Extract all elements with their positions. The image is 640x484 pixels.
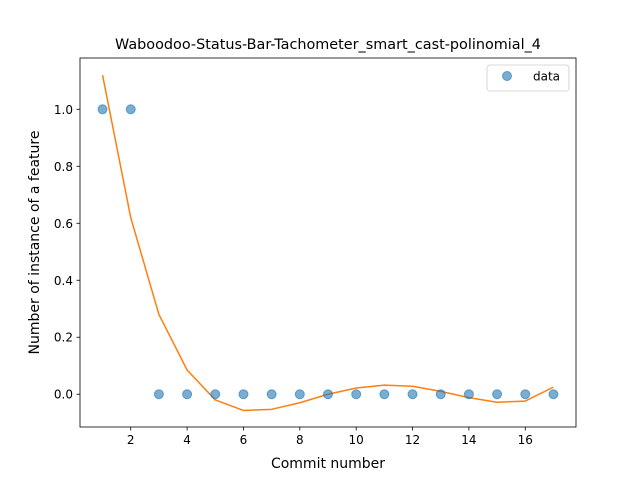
data-point [435,389,446,400]
y-tick-label: 0.6 [54,217,73,231]
data-points-layer [97,104,559,400]
data-point [379,389,390,400]
y-tick-label: 0.0 [54,388,73,402]
y-tick-label: 0.4 [54,274,73,288]
data-point [182,389,193,400]
data-point [492,389,503,400]
y-axis-label: Number of instance of a feature [27,131,43,355]
data-point [294,389,305,400]
x-tick-label: 8 [296,433,304,447]
legend-data-label: data [533,70,560,84]
y-tick-label: 0.2 [54,331,73,345]
legend-data-marker [502,71,512,81]
plot-area [80,58,576,427]
data-point [238,389,249,400]
data-point [351,389,362,400]
data-point [323,389,333,400]
y-tick-label: 1.0 [54,103,73,117]
x-tick-label: 16 [518,433,533,447]
data-point [210,389,221,400]
data-point [125,104,136,115]
data-point [548,389,559,400]
data-point [520,389,531,400]
data-point [97,104,108,115]
x-tick-label: 6 [240,433,248,447]
y-axis-ticks: 0.0 0.2 0.4 0.6 0.8 1.0 [54,103,80,402]
x-tick-label: 12 [405,433,420,447]
axes-frame [79,57,577,428]
x-axis-ticks: 2 4 6 8 10 12 14 16 [127,427,533,447]
y-tick-label: 0.8 [54,160,73,174]
x-tick-label: 10 [349,433,364,447]
data-point [463,389,474,400]
data-point [266,389,277,400]
x-tick-label: 2 [127,433,135,447]
legend: data [486,64,570,92]
x-tick-label: 14 [461,433,476,447]
x-axis-label: Commit number [271,456,385,472]
chart-title: Waboodoo-Status-Bar-Tachometer_smart_cas… [115,37,541,53]
x-tick-label: 4 [183,433,191,447]
data-point [407,389,418,400]
data-point [153,389,164,400]
